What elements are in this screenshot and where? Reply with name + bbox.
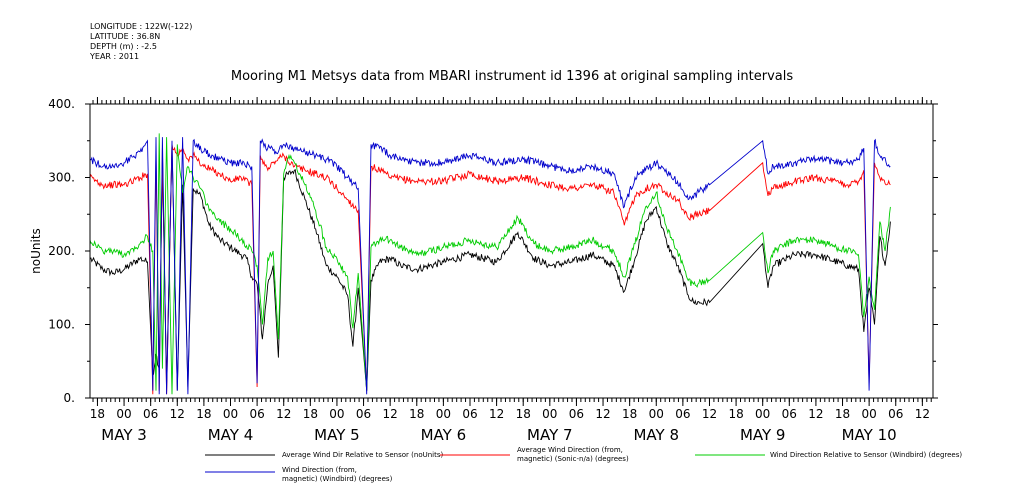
x-tick-label: 12 (595, 407, 610, 421)
day-label: MAY 10 (842, 426, 897, 444)
axes: 0. 100. 200. 300. 400. 18 00 06 12 18 00 06 12 18 00 06… (48, 97, 938, 444)
x-tick-label: 00 (861, 407, 876, 421)
legend-entry: Average Wind Direction (from, magnetic) (… (517, 446, 629, 463)
x-tick-label: 06 (675, 407, 690, 421)
x-tick-label: 12 (702, 407, 717, 421)
day-label: MAY 7 (527, 426, 573, 444)
plot-frame (89, 103, 934, 399)
x-tick-label: 18 (835, 407, 850, 421)
x-tick-label: 00 (223, 407, 238, 421)
latitude-text: LATITUDE : 36.8N (90, 32, 161, 41)
legend-entry: Average Wind Dir Relative to Sensor (noU… (282, 451, 443, 459)
depth-text: DEPTH (m) : -2.5 (90, 42, 157, 51)
x-tick-label: 18 (516, 407, 531, 421)
x-tick-label: 12 (383, 407, 398, 421)
x-tick-label: 12 (170, 407, 185, 421)
series-line (90, 137, 891, 395)
x-tick-label: 18 (409, 407, 424, 421)
x-tick-label: 00 (116, 407, 131, 421)
legend: Average Wind Dir Relative to Sensor (noU… (205, 446, 962, 483)
y-tick-label: 200. (48, 244, 75, 258)
x-tick-label: 18 (622, 407, 637, 421)
x-tick-label: 06 (569, 407, 584, 421)
x-tick-label: 12 (915, 407, 930, 421)
x-tick-label: 18 (90, 407, 105, 421)
x-tick-label: 06 (143, 407, 158, 421)
y-tick-label: 0. (64, 391, 75, 405)
x-tick-label: 00 (542, 407, 557, 421)
x-tick-label: 12 (489, 407, 504, 421)
x-tick-label: 00 (436, 407, 451, 421)
day-label: MAY 5 (314, 426, 360, 444)
x-tick-label: 00 (755, 407, 770, 421)
day-label: MAY 4 (208, 426, 254, 444)
x-tick-label: 06 (462, 407, 477, 421)
y-axis-label: noUnits (29, 228, 43, 274)
year-text: YEAR : 2011 (90, 52, 140, 61)
x-tick-label: 18 (303, 407, 318, 421)
series-line (90, 144, 891, 395)
chart-title: Mooring M1 Metsys data from MBARI instru… (231, 69, 793, 84)
day-label: MAY 8 (633, 426, 679, 444)
legend-entry: Wind Direction Relative to Sensor (Windb… (770, 451, 962, 459)
series-lines (90, 133, 891, 395)
metadata-block: LONGITUDE : 122W(-122) LATITUDE : 36.8N … (90, 22, 192, 62)
x-tick-label: 06 (249, 407, 264, 421)
y-tick-label: 100. (48, 318, 75, 332)
day-label: MAY 3 (101, 426, 147, 444)
x-tick-label: 18 (196, 407, 211, 421)
x-tick-label: 00 (329, 407, 344, 421)
series-line (90, 133, 891, 395)
y-tick-label: 300. (48, 171, 75, 185)
legend-entry: Wind Direction (from, magnetic) (Windbird… (282, 466, 393, 483)
y-tick-label: 400. (48, 97, 75, 111)
x-tick-label: 12 (808, 407, 823, 421)
longitude-text: LONGITUDE : 122W(-122) (90, 22, 193, 31)
x-tick-label: 06 (356, 407, 371, 421)
x-tick-label: 18 (728, 407, 743, 421)
x-tick-label: 06 (888, 407, 903, 421)
x-tick-label: 06 (782, 407, 797, 421)
x-tick-label: 12 (276, 407, 291, 421)
day-label: MAY 9 (740, 426, 786, 444)
series-line (90, 144, 891, 391)
day-label: MAY 6 (421, 426, 467, 444)
x-tick-label: 00 (649, 407, 664, 421)
